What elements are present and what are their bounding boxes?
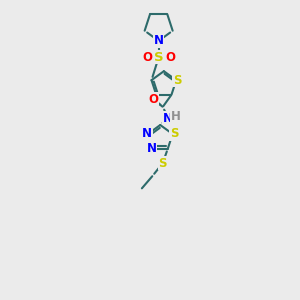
Text: N: N bbox=[147, 142, 157, 155]
Text: O: O bbox=[165, 51, 175, 64]
Text: S: S bbox=[170, 128, 178, 140]
Text: S: S bbox=[173, 74, 181, 87]
Text: N: N bbox=[163, 112, 173, 124]
Text: O: O bbox=[148, 92, 158, 106]
Text: S: S bbox=[158, 157, 167, 170]
Text: O: O bbox=[142, 51, 152, 64]
Text: N: N bbox=[154, 34, 164, 47]
Text: H: H bbox=[171, 110, 181, 123]
Text: S: S bbox=[154, 51, 164, 64]
Text: N: N bbox=[142, 128, 152, 140]
